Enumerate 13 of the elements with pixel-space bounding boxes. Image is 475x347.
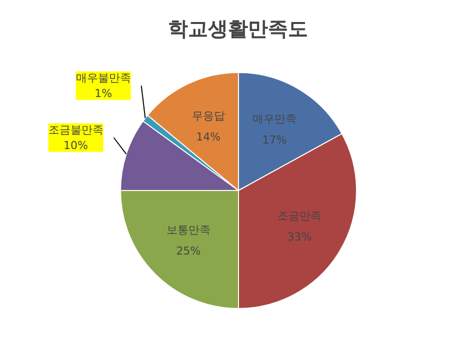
chart-title: 학교생활만족도 — [168, 16, 308, 40]
data-label: 1% — [94, 86, 112, 100]
slice-label: 조금만족 — [277, 210, 322, 223]
slice-label: 조금불만족 — [48, 123, 104, 136]
data-label: 33% — [287, 230, 312, 244]
slice-label: 보통만족 — [166, 224, 210, 237]
slice-label: 매우만족 — [252, 112, 297, 126]
slice-label: 매우불만족 — [76, 71, 131, 84]
slice-label: 무응답 — [192, 110, 225, 123]
data-label: 14% — [196, 130, 221, 144]
data-label: 17% — [262, 133, 287, 146]
data-label: 10% — [64, 138, 88, 152]
data-label: 25% — [176, 244, 201, 258]
